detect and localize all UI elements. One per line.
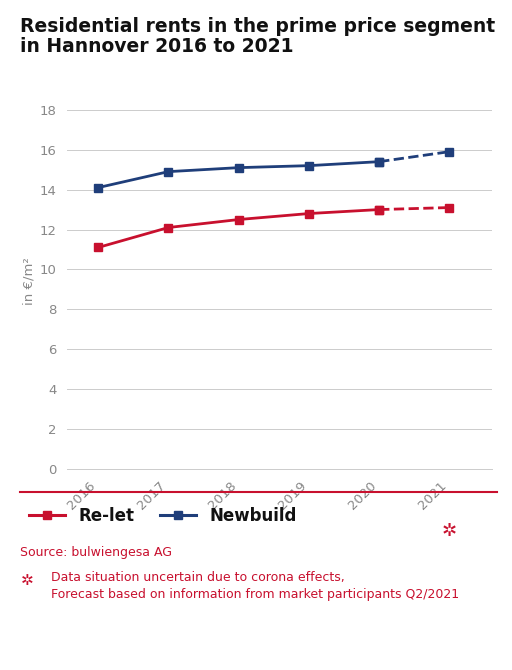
Y-axis label: in €/m²: in €/m² xyxy=(23,257,36,306)
Text: Forecast based on information from market participants Q2/2021: Forecast based on information from marke… xyxy=(51,588,459,601)
Text: ✲: ✲ xyxy=(442,522,457,540)
Text: Source: bulwiengesa AG: Source: bulwiengesa AG xyxy=(20,546,173,559)
Text: ✲: ✲ xyxy=(20,573,33,588)
Text: Residential rents in the prime price segment: Residential rents in the prime price seg… xyxy=(20,17,496,36)
Legend: Re-let, Newbuild: Re-let, Newbuild xyxy=(29,507,297,525)
Text: Data situation uncertain due to corona effects,: Data situation uncertain due to corona e… xyxy=(51,571,345,584)
Text: in Hannover 2016 to 2021: in Hannover 2016 to 2021 xyxy=(20,37,294,56)
